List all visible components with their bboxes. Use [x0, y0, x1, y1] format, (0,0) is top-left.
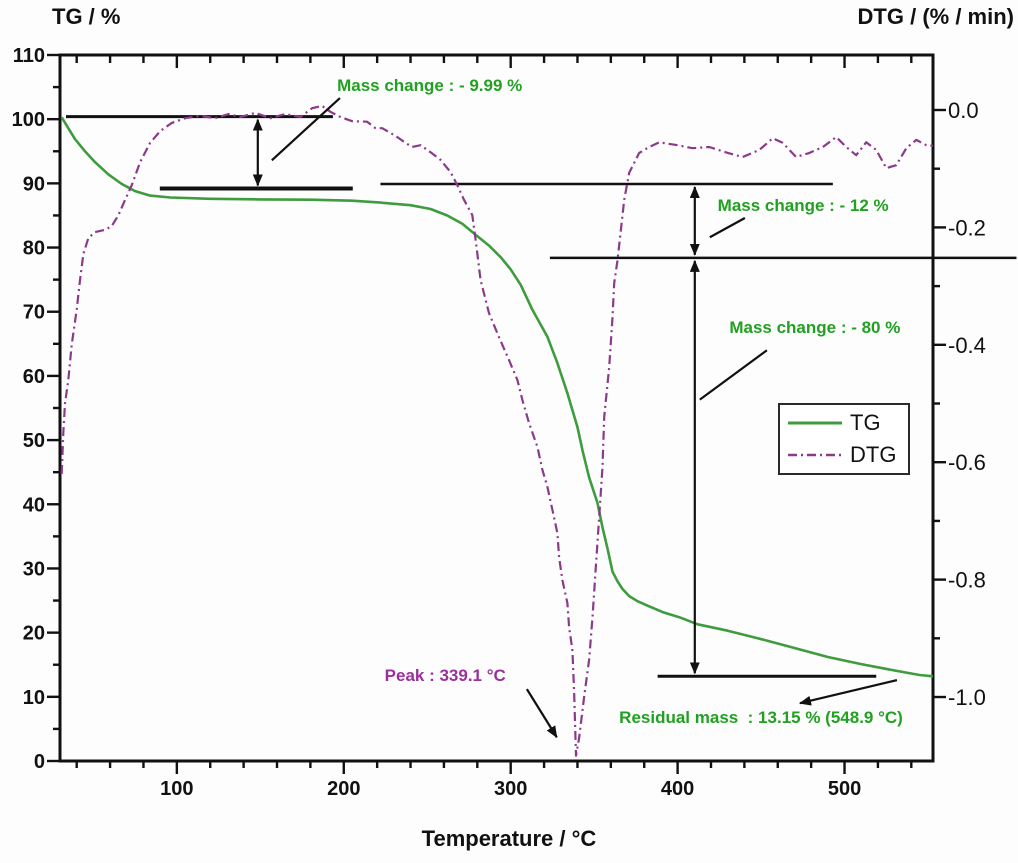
tick-label: 400 [661, 778, 694, 800]
tick-label: 300 [494, 778, 527, 800]
tick-label: 0.0 [948, 98, 979, 123]
legend-entry-dtg: DTG [786, 442, 902, 468]
dtg-line-sample-icon [788, 453, 842, 456]
annotation-dtg-peak: Peak : 339.1 °C [384, 666, 506, 685]
tick-label: 40 [23, 494, 45, 516]
tick-label: 110 [13, 45, 45, 67]
x-axis-title: Temperature / °C [421, 826, 597, 851]
legend-box: TG DTG [778, 403, 910, 475]
tg-line-sample-icon [788, 421, 842, 425]
tick-label: 70 [23, 302, 45, 324]
legend-label-dtg: DTG [850, 441, 897, 467]
tick-label: 50 [23, 430, 45, 452]
tick-label: -1.0 [948, 685, 986, 710]
annotation-mass-change-80: Mass change : - 80 % [729, 318, 901, 338]
tick-label: 0 [34, 751, 45, 773]
annotation-leader [525, 688, 558, 739]
tick-label: 20 [23, 623, 45, 645]
tick-label: -0.2 [948, 215, 986, 240]
tick-label: 10 [23, 687, 45, 709]
left-axis-title: TG / % [52, 4, 121, 29]
annotation-mass-change-12: Mass change : - 12 % [717, 196, 889, 216]
tick-label: 60 [23, 366, 45, 388]
tick-label: 30 [23, 558, 45, 580]
tick-label: 100 [160, 778, 193, 800]
tick-label: 500 [828, 778, 861, 800]
legend-entry-tg: TG [786, 410, 902, 436]
annotation-mass-change-9-99: Mass change : - 9.99 % [337, 76, 523, 96]
tick-label: 90 [23, 173, 45, 195]
annotation-leader [798, 679, 898, 706]
annotation-leader [709, 217, 746, 239]
tick-label: 100 [12, 109, 45, 131]
tick-label: -0.4 [948, 333, 986, 358]
legend-label-tg: TG [850, 410, 881, 436]
tick-label: -0.6 [948, 450, 986, 475]
right-axis-title: DTG / (% / min) [857, 4, 1014, 29]
tick-label: 80 [23, 238, 45, 260]
annotation-residual-mass: Residual mass : 13.15 % (548.9 °C) [619, 707, 903, 727]
tick-label: -0.8 [948, 568, 986, 593]
annotation-leader [271, 97, 341, 162]
tick-label: 200 [327, 778, 360, 800]
annotation-leader [699, 349, 768, 401]
